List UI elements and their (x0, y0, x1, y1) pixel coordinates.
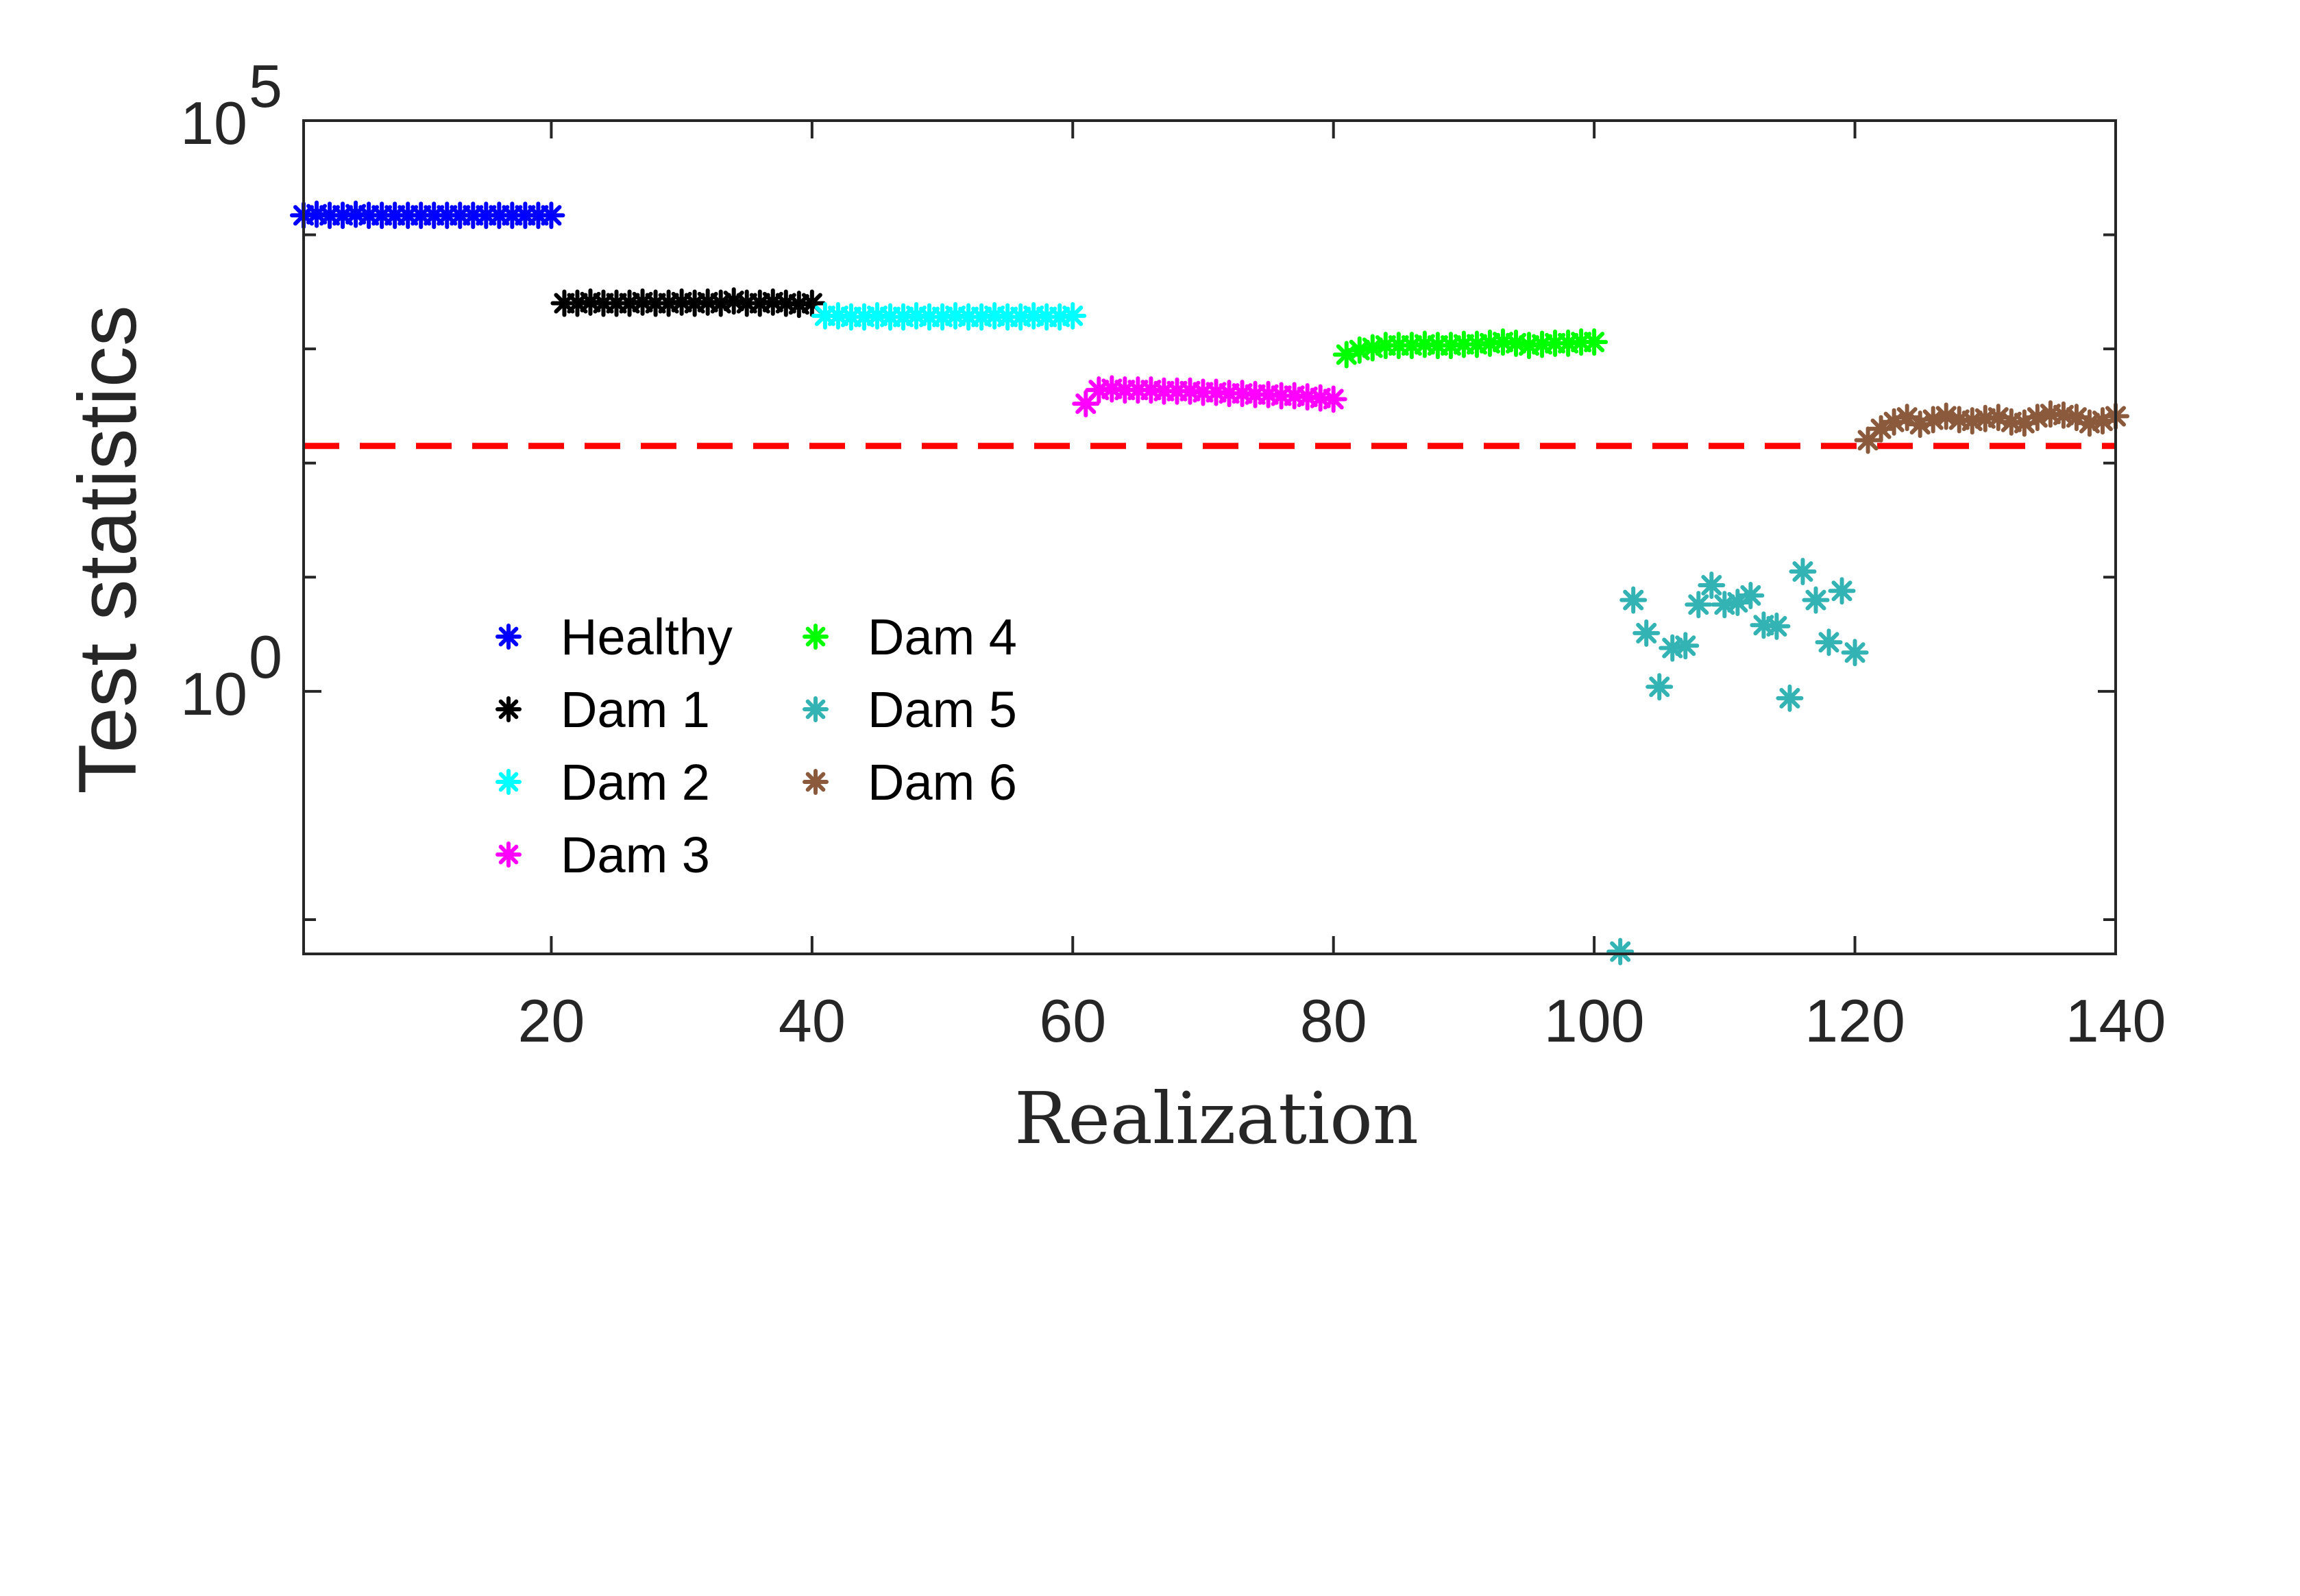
series-dam-1 (550, 287, 826, 319)
data-point (1580, 328, 1608, 356)
data-point (537, 201, 565, 230)
x-axis-title: Realization (1014, 1077, 1419, 1160)
legend-marker (496, 769, 522, 795)
legend-marker (803, 769, 829, 795)
legend-item[interactable]: Dam 1 (496, 681, 710, 738)
data-point (1632, 619, 1661, 647)
legend-marker (803, 624, 829, 650)
x-tick-label: 120 (1804, 987, 1905, 1055)
data-point (1059, 302, 1087, 330)
y-axis-title: Test statistics (62, 305, 154, 794)
data-point (1841, 639, 1869, 667)
x-tick-label: 140 (2066, 987, 2166, 1055)
legend-item[interactable]: Dam 4 (803, 609, 1017, 665)
x-tick-label: 80 (1300, 987, 1367, 1055)
data-point (1619, 586, 1648, 614)
data-point (1698, 571, 1726, 599)
y-tick-exponent: 5 (249, 52, 282, 120)
data-point (1776, 684, 1804, 712)
legend-label: Dam 6 (868, 754, 1017, 811)
legend-label: Healthy (561, 609, 733, 665)
legend-item[interactable]: Dam 5 (803, 681, 1017, 738)
series-dam-6 (1854, 400, 2129, 454)
data-point (1724, 588, 1752, 616)
legend-item[interactable]: Healthy (496, 609, 733, 665)
data-point (1789, 557, 1817, 585)
data-point (1672, 632, 1700, 660)
x-tick-label: 60 (1039, 987, 1106, 1055)
legend-marker (496, 842, 522, 868)
series-dam-3 (1072, 375, 1347, 418)
data-point (1072, 390, 1100, 418)
data-point (1319, 385, 1347, 413)
data-point (1828, 577, 1856, 605)
x-tick-label: 20 (517, 987, 585, 1055)
series-dam-2 (811, 302, 1087, 331)
legend-label: Dam 2 (561, 754, 710, 811)
x-tick-label: 40 (779, 987, 846, 1055)
y-tick-label: 10 (180, 89, 247, 157)
legend-item[interactable]: Dam 3 (496, 826, 710, 883)
data-point (1802, 586, 1830, 614)
legend-marker (496, 624, 522, 650)
data-point (1685, 591, 1713, 619)
data-point (1763, 612, 1791, 640)
series-healthy (290, 200, 565, 230)
legend[interactable]: Healthy Dam 1 Dam 2 Dam 3 Dam 4 Dam 5 Dam 6 (496, 609, 1017, 883)
x-tick-label: 100 (1544, 987, 1645, 1055)
legend-marker (496, 696, 522, 722)
y-tick-label: 10 (180, 660, 247, 728)
plot-frame (302, 119, 2117, 955)
legend-item[interactable]: Dam 6 (803, 754, 1017, 811)
y-tick-exponent: 0 (249, 623, 282, 691)
data-point (1815, 628, 1843, 656)
legend-item[interactable]: Dam 2 (496, 754, 710, 811)
legend-marker (803, 696, 829, 722)
series-dam-5 (1606, 557, 1869, 966)
data-point (1646, 673, 1674, 701)
legend-label: Dam 3 (561, 826, 710, 883)
legend-label: Dam 4 (868, 609, 1017, 665)
series-dam-4 (1332, 328, 1608, 369)
legend-label: Dam 1 (561, 681, 710, 738)
data-point (1737, 581, 1765, 609)
data-point (1606, 937, 1635, 966)
legend-label: Dam 5 (868, 681, 1017, 738)
data-series (290, 200, 2129, 966)
